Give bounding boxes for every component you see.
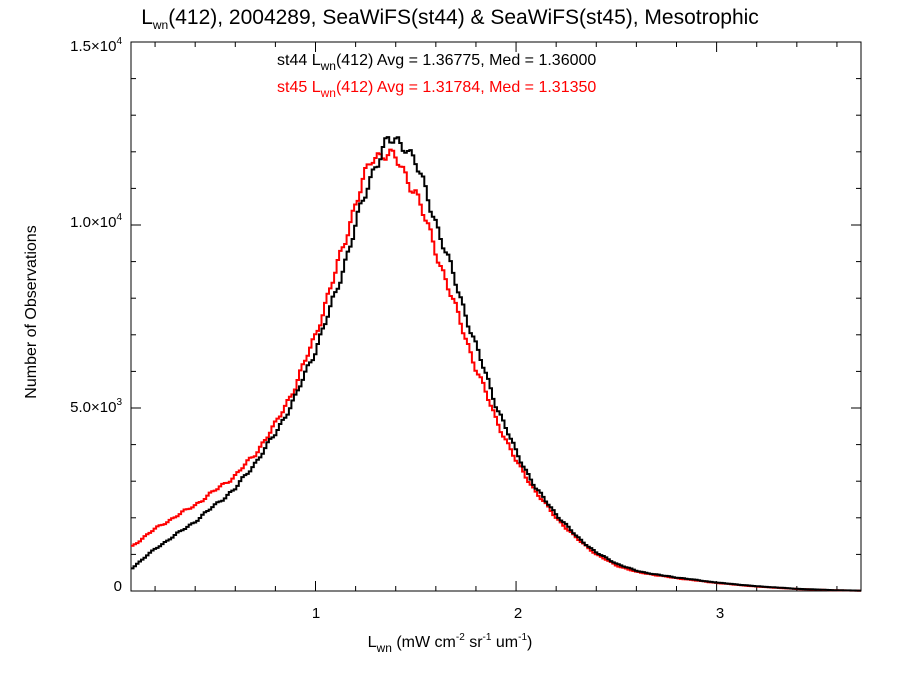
x-tick-label-2: 2: [513, 605, 523, 622]
plot-frame: [130, 41, 862, 592]
y-axis-label: Number of Observations: [23, 225, 40, 399]
series-line-st44: [131, 136, 861, 592]
y-tick-label-5000: 5.0×103: [70, 397, 122, 416]
x-tick-label-1: 1: [311, 605, 321, 622]
chart-title: Lwn(412), 2004289, SeaWiFS(st44) & SeaWi…: [141, 6, 759, 32]
y-tick-label-15000: 1.5×104: [70, 36, 122, 55]
series-line-st45: [131, 148, 861, 592]
annotation-st45-prefix: st45 L: [277, 79, 321, 96]
y-tick-label-10000: 1.0×104: [70, 212, 122, 231]
x-tick-label-3: 3: [715, 605, 725, 622]
annotation-st45: st45 Lwn(412) Avg = 1.31784, Med = 1.313…: [277, 79, 597, 100]
x-axis-label: Lwn (mW cm-2 sr-1 um-1): [367, 632, 533, 655]
annotation-st44-prefix: st44 L: [277, 52, 321, 69]
y-tick-label-0: 0: [113, 578, 122, 595]
annotation-st44: st44 Lwn(412) Avg = 1.36775, Med = 1.360…: [277, 52, 597, 73]
